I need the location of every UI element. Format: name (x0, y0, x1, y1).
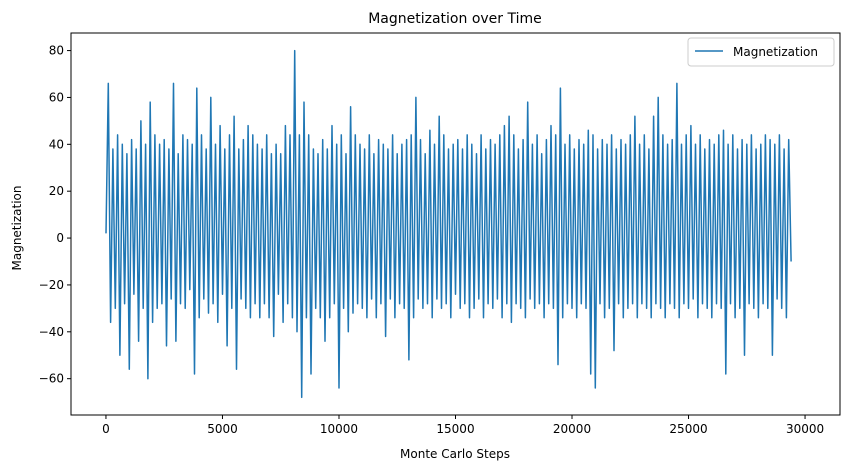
plot-frame (70, 32, 841, 416)
x-tick-label: 0 (102, 422, 110, 436)
y-tick-label: 40 (49, 137, 64, 151)
y-tick-label: 20 (49, 184, 64, 198)
x-axis-label: Monte Carlo Steps (400, 447, 510, 461)
x-tick-label: 30000 (786, 422, 824, 436)
y-tick-label: −40 (39, 325, 64, 339)
y-axis-label: Magnetization (10, 186, 24, 271)
x-tick-label: 15000 (436, 422, 474, 436)
y-tick-label: 80 (49, 44, 64, 58)
y-tick-label: −20 (39, 278, 64, 292)
x-tick-label: 10000 (320, 422, 358, 436)
x-tick-label: 20000 (553, 422, 591, 436)
axis-ticks: 0 5000 10000 15000 20000 25000 30000 −60 −40 −20 0… (39, 44, 824, 436)
series-line-magnetization (105, 49, 792, 399)
x-tick-label: 5000 (207, 422, 238, 436)
y-tick-label: −60 (39, 372, 64, 386)
legend-label: Magnetization (733, 45, 818, 59)
x-tick-label: 25000 (669, 422, 707, 436)
chart-title: Magnetization over Time (368, 11, 542, 27)
legend-box (687, 37, 835, 67)
plot-area (105, 49, 792, 399)
y-tick-label: 60 (49, 90, 64, 104)
legend: Magnetization (687, 37, 835, 67)
y-tick-label: 0 (56, 231, 64, 245)
